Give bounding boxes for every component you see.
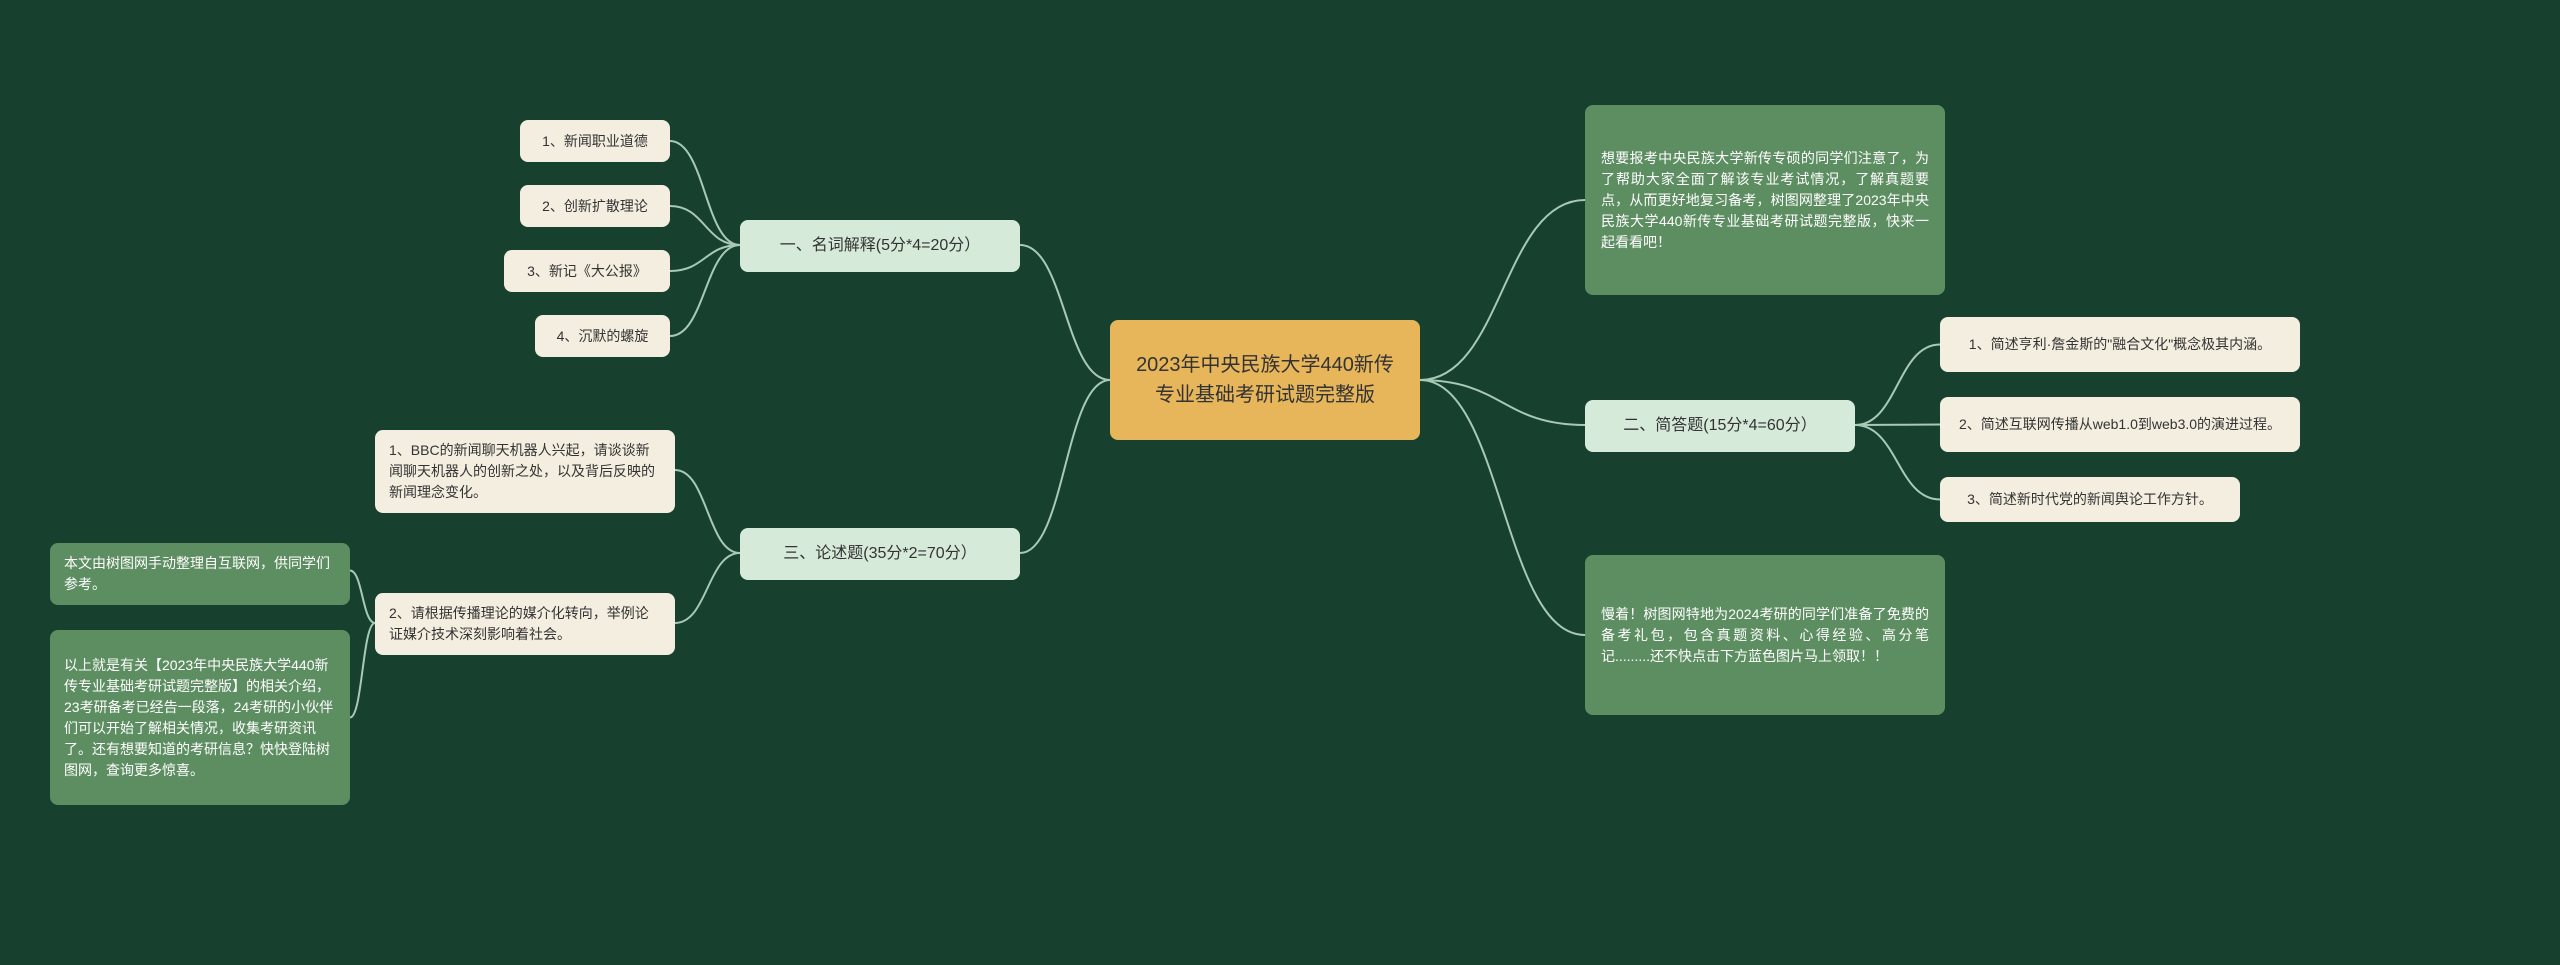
node-s1_1[interactable]: 1、新闻职业道德 [520,120,670,162]
node-s1_3[interactable]: 3、新记《大公报》 [504,250,670,292]
node-s2_2[interactable]: 2、简述互联网传播从web1.0到web3.0的演进过程。 [1940,397,2300,452]
node-label: 2、请根据传播理论的媒介化转向，举例论证媒介技术深刻影响着社会。 [389,603,661,645]
node-sec3[interactable]: 三、论述题(35分*2=70分） [740,528,1020,580]
node-label: 3、新记《大公报》 [527,261,647,282]
node-label: 以上就是有关【2023年中央民族大学440新传专业基础考研试题完整版】的相关介绍… [64,655,336,781]
node-label: 2、创新扩散理论 [542,196,648,217]
node-root[interactable]: 2023年中央民族大学440新传专业基础考研试题完整版 [1110,320,1420,440]
node-label: 4、沉默的螺旋 [557,326,649,347]
node-label: 一、名词解释(5分*4=20分） [780,234,981,258]
node-label: 2023年中央民族大学440新传专业基础考研试题完整版 [1130,350,1400,410]
node-label: 1、新闻职业道德 [542,131,648,152]
node-s3_2_a[interactable]: 本文由树图网手动整理自互联网，供同学们参考。 [50,543,350,605]
node-s2_3[interactable]: 3、简述新时代党的新闻舆论工作方针。 [1940,477,2240,522]
node-label: 本文由树图网手动整理自互联网，供同学们参考。 [64,553,336,595]
node-label: 3、简述新时代党的新闻舆论工作方针。 [1967,489,2213,510]
node-label: 2、简述互联网传播从web1.0到web3.0的演进过程。 [1959,414,2281,435]
node-s3_2[interactable]: 2、请根据传播理论的媒介化转向，举例论证媒介技术深刻影响着社会。 [375,593,675,655]
node-s1_2[interactable]: 2、创新扩散理论 [520,185,670,227]
node-label: 1、BBC的新闻聊天机器人兴起，请谈谈新闻聊天机器人的创新之处，以及背后反映的新… [389,440,661,503]
node-sec1[interactable]: 一、名词解释(5分*4=20分） [740,220,1020,272]
node-label: 1、简述亨利·詹金斯的"融合文化"概念极其内涵。 [1969,334,2271,355]
node-label: 二、简答题(15分*4=60分） [1623,414,1816,438]
node-s2_1[interactable]: 1、简述亨利·詹金斯的"融合文化"概念极其内涵。 [1940,317,2300,372]
mindmap-canvas: 2023年中央民族大学440新传专业基础考研试题完整版 想要报考中央民族大学新传专… [0,0,2560,965]
node-label: 三、论述题(35分*2=70分） [783,542,976,566]
node-label: 慢着！树图网特地为2024考研的同学们准备了免费的备考礼包，包含真题资料、心得经… [1601,604,1929,667]
node-intro[interactable]: 想要报考中央民族大学新传专硕的同学们注意了，为了帮助大家全面了解该专业考试情况，… [1585,105,1945,295]
node-label: 想要报考中央民族大学新传专硕的同学们注意了，为了帮助大家全面了解该专业考试情况，… [1601,148,1929,253]
node-sec2[interactable]: 二、简答题(15分*4=60分） [1585,400,1855,452]
node-outro[interactable]: 慢着！树图网特地为2024考研的同学们准备了免费的备考礼包，包含真题资料、心得经… [1585,555,1945,715]
node-s1_4[interactable]: 4、沉默的螺旋 [535,315,670,357]
node-s3_2_b[interactable]: 以上就是有关【2023年中央民族大学440新传专业基础考研试题完整版】的相关介绍… [50,630,350,805]
node-s3_1[interactable]: 1、BBC的新闻聊天机器人兴起，请谈谈新闻聊天机器人的创新之处，以及背后反映的新… [375,430,675,513]
